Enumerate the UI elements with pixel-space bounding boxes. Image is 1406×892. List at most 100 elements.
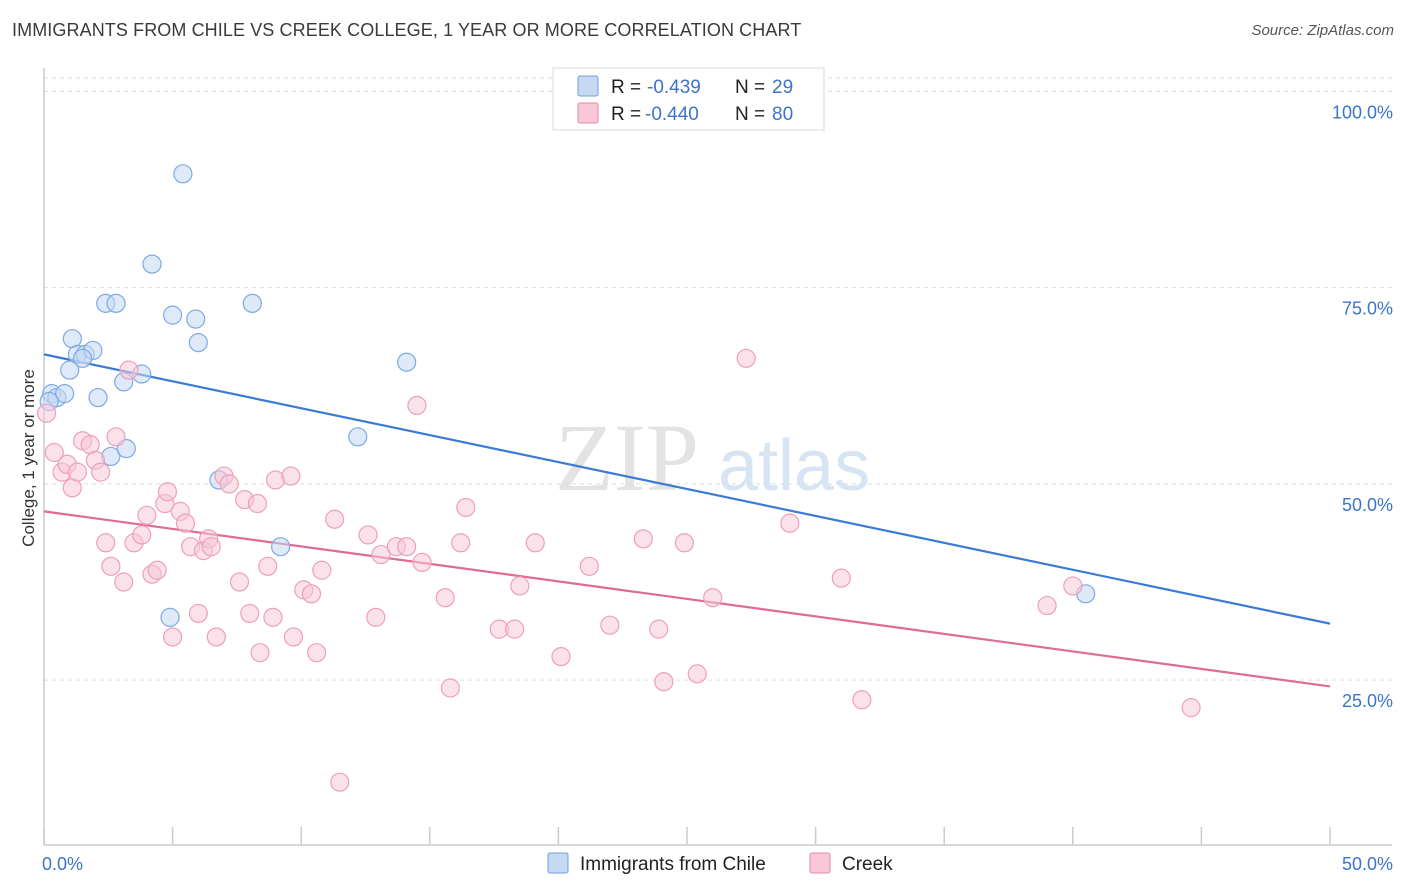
watermark-zip: ZIP <box>555 404 699 511</box>
scatter-point-creek <box>736 348 756 368</box>
legend-r-value-creek: -0.440 <box>645 104 699 125</box>
scatter-point-creek <box>456 497 476 518</box>
scatter-point-creek <box>44 442 64 463</box>
scatter-point-creek <box>114 572 134 592</box>
scatter-point-chile <box>186 309 206 329</box>
scatter-point-chile <box>142 254 162 274</box>
scatter-point-creek <box>397 537 417 557</box>
scatter-point-creek <box>250 643 270 663</box>
scatter-point-creek <box>435 588 455 608</box>
scatter-point-creek <box>358 525 378 545</box>
scatter-point-creek <box>330 772 350 792</box>
legend-r-label-creek: R = <box>611 104 641 125</box>
series-legend-label-chile: Immigrants from Chile <box>580 854 766 875</box>
scatter-point-creek <box>101 556 121 576</box>
scatter-point-creek <box>132 525 152 545</box>
scatter-point-creek <box>106 427 126 447</box>
scatter-point-creek <box>674 533 695 553</box>
scatter-point-chile <box>54 384 75 404</box>
legend-n-label-chile: N = <box>735 77 765 98</box>
scatter-point-creek <box>687 664 707 684</box>
scatter-point-creek <box>206 627 226 647</box>
y-tick-label: 50.0% <box>1342 495 1393 515</box>
legend-n-value-creek: 80 <box>772 104 793 125</box>
scatter-point-creek <box>263 607 283 627</box>
scatter-point-creek <box>307 643 327 663</box>
scatter-point-creek <box>312 560 332 580</box>
scatter-point-chile <box>106 293 126 313</box>
scatter-point-chile <box>163 305 183 325</box>
y-tick-label: 75.0% <box>1342 299 1393 319</box>
legend-r-label-chile: R = <box>611 77 641 98</box>
stats-legend: R = -0.439 N = 29 R = -0.440 N = 80 <box>552 67 825 131</box>
scatter-point-chile <box>271 537 291 557</box>
scatter-point-creek <box>219 474 239 494</box>
scatter-point-chile <box>88 387 108 408</box>
y-tick-label: 100.0% <box>1332 102 1393 122</box>
series-legend-swatch-chile <box>547 852 569 874</box>
scatter-point-chile <box>397 352 417 372</box>
scatter-point-creek <box>258 556 278 576</box>
scatter-point-creek <box>283 627 304 647</box>
scatter-point-creek <box>440 678 460 698</box>
scatter-point-creek <box>157 482 178 502</box>
chart-source: Source: ZipAtlas.com <box>1251 22 1394 39</box>
scatter-point-creek <box>831 568 851 588</box>
chart-title: IMMIGRANTS FROM CHILE VS CREEK COLLEGE, … <box>12 20 802 40</box>
scatter-point-creek <box>229 572 250 592</box>
scatter-point-creek <box>36 403 57 423</box>
scatter-point-creek <box>633 529 653 549</box>
scatter-point-creek <box>163 627 183 647</box>
scatter-point-creek <box>654 672 674 692</box>
scatter-point-creek <box>325 509 345 529</box>
scatter-point-creek <box>1037 595 1057 616</box>
legend-n-label-creek: N = <box>735 104 765 125</box>
legend-swatch-creek <box>577 102 599 124</box>
y-tick-label: 25.0% <box>1342 691 1393 711</box>
legend-n-value-chile: 29 <box>772 77 793 98</box>
scatter-point-creek <box>451 533 471 553</box>
scatter-point-creek <box>366 607 386 627</box>
x-tick-label: 50.0% <box>1342 854 1393 874</box>
scatter-point-creek <box>505 619 525 639</box>
scatter-point-creek <box>371 544 391 565</box>
scatter-point-creek <box>201 537 221 557</box>
scatter-point-creek <box>780 513 800 533</box>
scatter-point-creek <box>147 560 167 580</box>
trend-line-creek <box>43 510 1331 688</box>
scatter-point-creek <box>649 619 669 639</box>
scatter-point-creek <box>175 513 196 533</box>
data-points <box>36 164 1201 792</box>
scatter-point-creek <box>119 360 139 380</box>
scatter-point-chile <box>348 427 368 447</box>
scatter-point-chile <box>188 333 208 353</box>
scatter-point-creek <box>407 395 427 415</box>
scatter-point-creek <box>90 462 111 482</box>
scatter-point-creek <box>247 493 268 514</box>
series-legend-label-creek: Creek <box>842 854 893 875</box>
scatter-point-chile <box>160 607 180 627</box>
scatter-point-creek <box>301 584 322 604</box>
scatter-point-chile <box>72 348 93 368</box>
scatter-point-creek <box>852 690 872 710</box>
scatter-point-creek <box>703 588 723 608</box>
scatter-point-creek <box>1063 576 1083 596</box>
scatter-point-creek <box>240 603 260 624</box>
scatter-point-creek <box>188 603 208 624</box>
axes <box>43 68 1392 846</box>
scatter-point-creek <box>551 646 571 667</box>
scatter-point-creek <box>137 505 157 525</box>
scatter-point-chile <box>242 293 262 313</box>
trend-lines <box>43 353 1331 688</box>
legend-swatch-chile <box>577 75 599 97</box>
scatter-point-creek <box>525 533 545 553</box>
scatter-point-chile <box>60 360 80 380</box>
trend-line-chile <box>43 353 1331 625</box>
tick-labels: 100.0% 75.0% 50.0% 25.0% 0.0% 50.0% <box>42 102 1393 874</box>
series-legend-swatch-creek <box>809 852 831 874</box>
scatter-point-chile <box>173 164 193 184</box>
scatter-point-creek <box>281 466 301 486</box>
scatter-point-creek <box>96 533 116 553</box>
scatter-point-creek <box>67 462 88 482</box>
